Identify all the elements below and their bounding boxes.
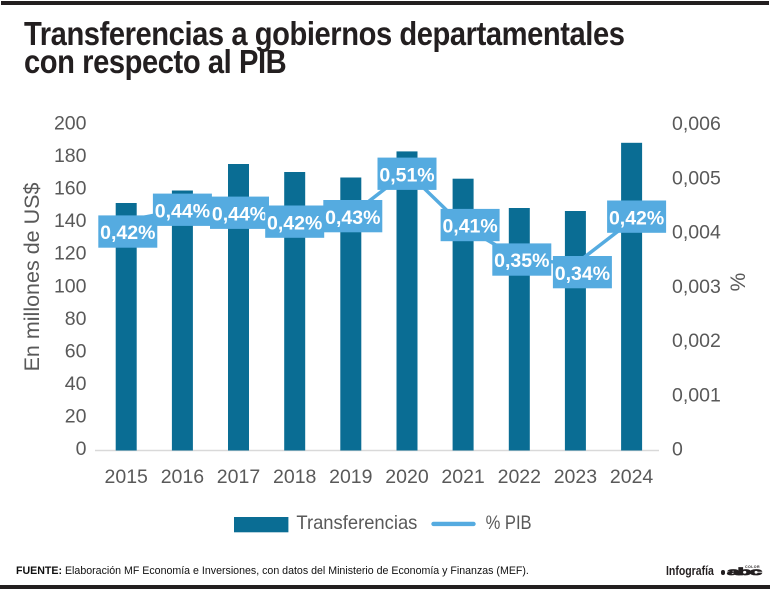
svg-text:0,44%: 0,44% <box>155 200 210 222</box>
svg-text:2023: 2023 <box>554 466 597 488</box>
svg-text:2017: 2017 <box>217 466 260 488</box>
svg-text:2016: 2016 <box>161 466 204 488</box>
svg-text:60: 60 <box>65 340 87 362</box>
svg-text:200: 200 <box>54 113 87 135</box>
svg-text:%: % <box>727 273 750 292</box>
svg-text:0,003: 0,003 <box>672 276 721 298</box>
svg-text:100: 100 <box>54 275 87 297</box>
svg-text:2021: 2021 <box>441 466 484 488</box>
svg-text:180: 180 <box>54 145 87 167</box>
svg-text:0,002: 0,002 <box>672 330 721 352</box>
svg-text:2019: 2019 <box>329 466 372 488</box>
svg-text:40: 40 <box>65 373 87 395</box>
svg-text:0,41%: 0,41% <box>442 216 497 238</box>
svg-text:2018: 2018 <box>273 466 316 488</box>
svg-text:20: 20 <box>65 406 87 428</box>
svg-text:2015: 2015 <box>105 466 149 488</box>
svg-text:2024: 2024 <box>610 466 654 488</box>
svg-text:0,51%: 0,51% <box>379 164 434 186</box>
svg-text:0: 0 <box>76 438 87 460</box>
svg-text:0,43%: 0,43% <box>325 207 380 229</box>
svg-text:0,34%: 0,34% <box>555 263 610 285</box>
svg-text:0,006: 0,006 <box>672 113 721 135</box>
svg-text:140: 140 <box>54 210 87 232</box>
svg-text:0,004: 0,004 <box>672 222 721 244</box>
svg-text:0,005: 0,005 <box>672 167 721 189</box>
svg-text:160: 160 <box>54 178 87 200</box>
svg-text:0: 0 <box>672 439 683 461</box>
svg-text:0,42%: 0,42% <box>267 212 322 234</box>
svg-text:120: 120 <box>54 243 87 265</box>
svg-text:0,42%: 0,42% <box>609 207 664 229</box>
svg-text:En millones de US$: En millones de US$ <box>20 183 44 372</box>
svg-text:% PIB: % PIB <box>486 512 532 534</box>
svg-text:2020: 2020 <box>385 466 429 488</box>
svg-text:0,44%: 0,44% <box>212 203 267 225</box>
svg-text:2022: 2022 <box>498 466 541 488</box>
svg-text:0,35%: 0,35% <box>494 250 549 272</box>
svg-text:0,42%: 0,42% <box>100 222 155 244</box>
svg-text:Transferencias: Transferencias <box>296 512 417 534</box>
svg-text:0,001: 0,001 <box>672 384 721 406</box>
svg-text:80: 80 <box>65 308 87 330</box>
